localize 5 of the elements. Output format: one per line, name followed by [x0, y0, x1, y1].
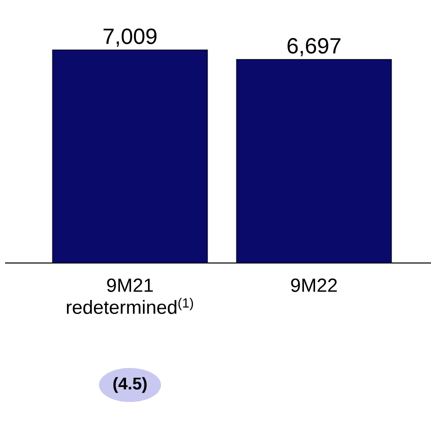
text: (4.5): [113, 377, 147, 393]
x-tick-label: 9M22: [291, 278, 337, 292]
data-label: 7,009: [104, 28, 156, 47]
x-tick-label: 9M21 redetermined$^{(1)}$: [66, 278, 194, 314]
data-label: 6,697: [288, 38, 340, 56]
